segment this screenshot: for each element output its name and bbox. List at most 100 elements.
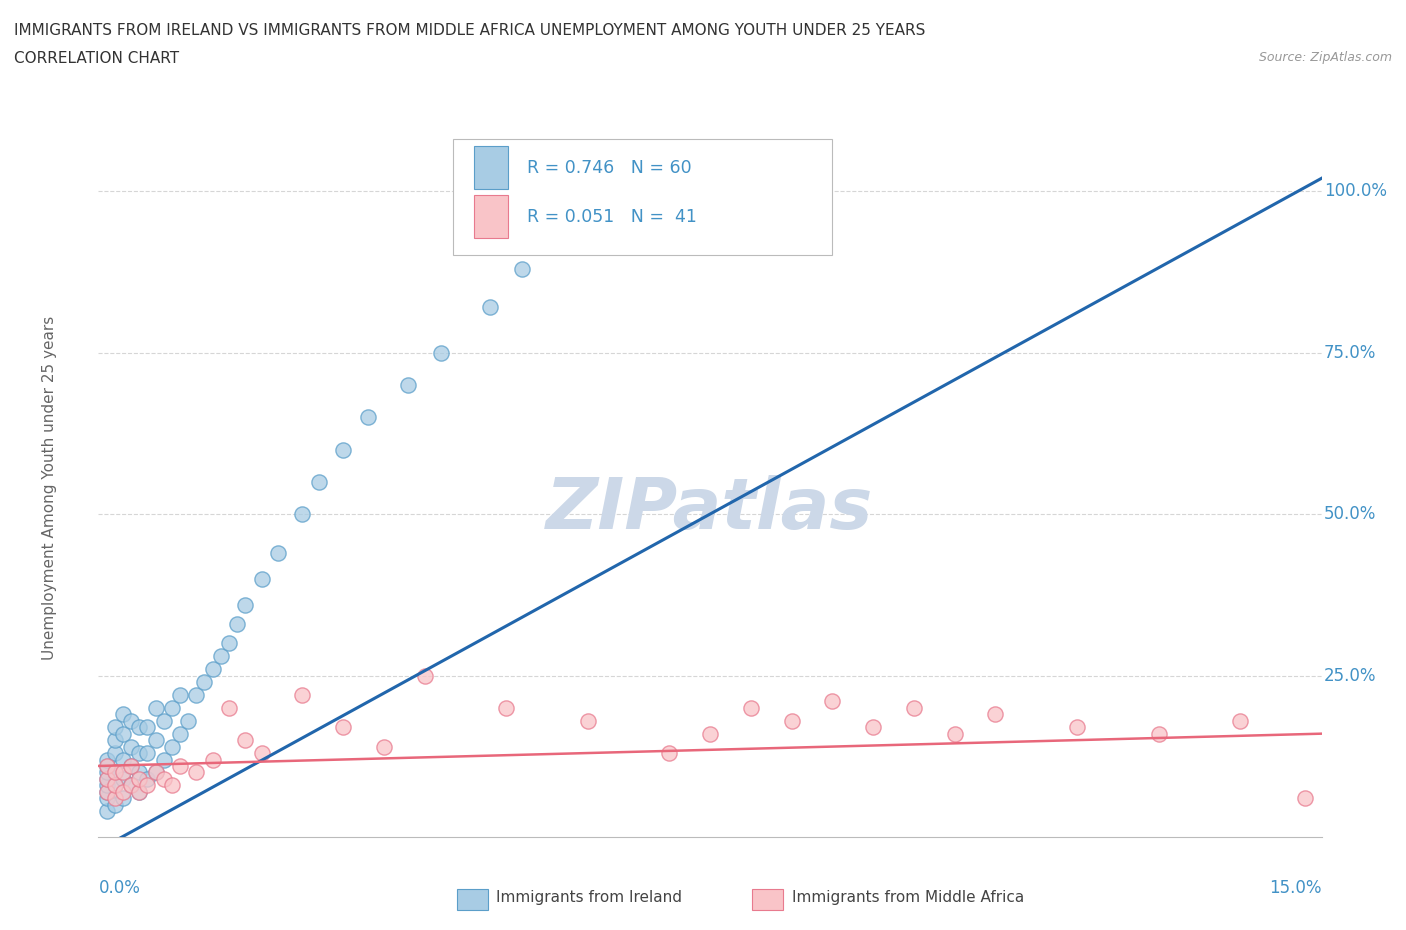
Point [233,597,256,612]
Point [576,713,599,728]
Point [120,777,142,792]
Point [120,759,142,774]
Point [576,229,599,244]
Text: IMMIGRANTS FROM IRELAND VS IMMIGRANTS FROM MIDDLE AFRICA UNEMPLOYMENT AMONG YOUT: IMMIGRANTS FROM IRELAND VS IMMIGRANTS FR… [14,23,925,38]
Text: Immigrants from Ireland: Immigrants from Ireland [496,890,682,905]
Point [104,777,127,792]
Point [104,777,127,792]
Point [96,790,118,805]
Point [96,759,118,774]
Point [478,300,501,315]
Point [169,759,191,774]
Text: 15.0%: 15.0% [1270,879,1322,897]
Point [332,720,354,735]
Point [201,661,224,676]
Point [250,746,273,761]
Point [111,784,134,799]
Text: Unemployment Among Youth under 25 years: Unemployment Among Youth under 25 years [42,316,58,660]
Point [1294,790,1316,805]
Point [128,784,150,799]
Point [136,777,159,792]
Point [177,713,200,728]
Point [658,746,681,761]
Point [96,772,118,787]
Point [699,726,721,741]
Point [1066,720,1088,735]
Point [152,752,174,767]
Text: 25.0%: 25.0% [1324,667,1376,684]
Point [1229,713,1251,728]
Point [96,784,118,799]
Point [104,765,127,780]
Point [104,797,127,812]
Point [186,687,208,702]
Point [396,378,419,392]
Point [96,752,118,767]
Point [160,777,183,792]
Point [96,804,118,818]
Point [862,720,884,735]
Point [160,700,183,715]
Point [512,261,534,276]
Point [356,410,378,425]
Point [250,571,273,586]
Point [780,713,803,728]
Point [291,507,314,522]
Text: R = 0.746   N = 60: R = 0.746 N = 60 [526,159,692,177]
Text: 50.0%: 50.0% [1324,505,1376,523]
Point [373,739,395,754]
Point [984,707,1007,722]
Point [96,784,118,799]
Point [96,772,118,787]
Text: 0.0%: 0.0% [98,879,141,897]
Point [152,772,174,787]
Text: CORRELATION CHART: CORRELATION CHART [14,51,179,66]
Point [145,733,167,748]
Point [128,746,150,761]
Point [169,687,191,702]
Point [821,694,844,709]
Point [111,772,134,787]
Point [136,720,159,735]
Point [193,674,215,689]
Point [267,545,290,560]
Point [169,726,191,741]
Point [943,726,966,741]
FancyBboxPatch shape [474,195,508,238]
Point [903,700,925,715]
Point [111,765,134,780]
Point [430,345,453,360]
Point [332,442,354,457]
Point [413,668,436,683]
Point [104,720,127,735]
Point [186,765,208,780]
Point [145,700,167,715]
Point [104,765,127,780]
Point [111,790,134,805]
Point [111,707,134,722]
Text: Source: ZipAtlas.com: Source: ZipAtlas.com [1258,51,1392,64]
Point [120,713,142,728]
Point [160,739,183,754]
Point [128,765,150,780]
Text: 100.0%: 100.0% [1324,182,1388,200]
Point [201,752,224,767]
Point [111,752,134,767]
Point [96,759,118,774]
Point [152,713,174,728]
Point [104,790,127,805]
Point [120,777,142,792]
Point [233,733,256,748]
Text: R = 0.051   N =  41: R = 0.051 N = 41 [526,207,696,225]
FancyBboxPatch shape [474,146,508,190]
Point [145,765,167,780]
Point [120,759,142,774]
Point [699,184,721,199]
Point [740,700,762,715]
Text: ZIPatlas: ZIPatlas [547,474,873,544]
Point [104,733,127,748]
Point [218,636,240,651]
Point [96,765,118,780]
Point [136,772,159,787]
Point [120,739,142,754]
